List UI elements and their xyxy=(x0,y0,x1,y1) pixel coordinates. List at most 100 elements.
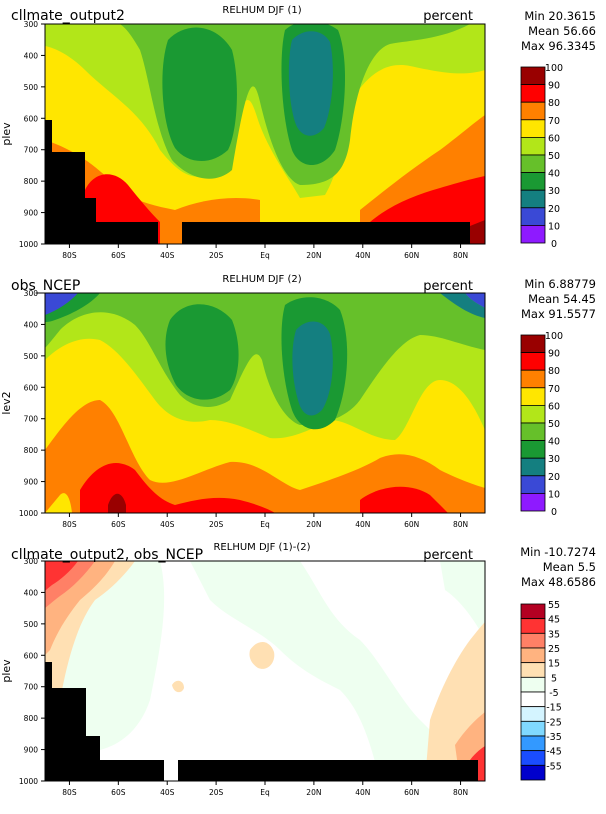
xtick-label: 80N xyxy=(453,251,468,260)
colorbar-label: 10 xyxy=(548,489,560,500)
xtick-label: 20S xyxy=(209,520,224,529)
ytick-label: 1000 xyxy=(19,240,38,249)
panel-2-ylabel: lev2 xyxy=(0,391,13,414)
ytick-label: 500 xyxy=(24,352,39,361)
colorbar-label: -45 xyxy=(546,747,562,758)
xtick-label: 20N xyxy=(306,788,321,797)
ytick-label: 700 xyxy=(24,415,39,424)
colorbar-swatch xyxy=(520,457,546,477)
ytick-label: 500 xyxy=(24,83,39,92)
xtick-label: 20N xyxy=(306,251,321,260)
xtick-label: 40S xyxy=(160,251,175,260)
ytick-label: 500 xyxy=(24,620,39,629)
panel-1-axes: 300 400 500 600 700 800 900 1000 80S 60S 40S 20S Eq 2… xyxy=(19,20,468,260)
colorbar-swatch xyxy=(520,720,546,737)
colorbar-label: -5 xyxy=(549,688,558,699)
xtick-label: Eq xyxy=(260,520,270,529)
panel-2-left-label: obs_NCEP xyxy=(11,278,80,294)
panel-3-contour-field xyxy=(45,561,485,781)
panel-2-stats: Min 6.88779 Mean 54.45 Max 91.5577 xyxy=(496,277,596,322)
panel-3: 300 400 500 600 700 800 900 1000 80S 60S 40S 20S Eq 2… xyxy=(0,542,562,797)
colorbar-label: 50 xyxy=(548,151,560,162)
colorbar-label: 70 xyxy=(548,116,560,127)
colorbar-swatch xyxy=(520,735,546,752)
ytick-label: 1000 xyxy=(19,777,38,786)
ytick-label: 400 xyxy=(24,320,39,329)
colorbar-label: -25 xyxy=(546,717,562,728)
colorbar-label: 10 xyxy=(548,221,560,232)
ytick-label: 900 xyxy=(24,209,39,218)
xtick-label: 80S xyxy=(62,251,77,260)
xtick-label: 40N xyxy=(355,251,370,260)
xtick-label: 40N xyxy=(355,520,370,529)
xtick-label: 80S xyxy=(62,520,77,529)
xtick-label: 20S xyxy=(209,788,224,797)
ytick-label: 800 xyxy=(24,714,39,723)
colorbar-swatch xyxy=(520,676,546,693)
panel-3-axes: 300 400 500 600 700 800 900 1000 80S 60S 40S 20S Eq 2… xyxy=(19,557,468,797)
colorbar-label: 40 xyxy=(548,169,560,180)
colorbar-swatch xyxy=(520,334,546,354)
panel-1-left-label: cllmate_output2 xyxy=(11,8,125,24)
panel-1-stats: Min 20.3615 Mean 56.66 Max 96.3345 xyxy=(496,9,596,54)
xtick-label: 40S xyxy=(160,788,175,797)
colorbar-label: 5 xyxy=(551,673,557,684)
colorbar-label: 100 xyxy=(545,331,563,342)
colorbar-swatch xyxy=(520,387,546,406)
xtick-label: Eq xyxy=(260,788,270,797)
xtick-label: 40N xyxy=(355,788,370,797)
ytick-label: 300 xyxy=(24,557,39,566)
ytick-label: 700 xyxy=(24,146,39,155)
xtick-label: 60N xyxy=(404,520,419,529)
colorbar-label: 30 xyxy=(548,186,560,197)
colorbar-label: 20 xyxy=(548,204,560,215)
xtick-label: 60N xyxy=(404,788,419,797)
colorbar-swatch xyxy=(520,66,546,86)
ytick-label: 300 xyxy=(24,289,39,298)
xtick-label: 20S xyxy=(209,251,224,260)
colorbar-label: 100 xyxy=(545,63,563,74)
panel-3-stats: Min -10.7274 Mean 5.5 Max 48.6586 xyxy=(496,545,596,590)
panel-1-max: Max 96.3345 xyxy=(521,39,596,53)
colorbar-label: 20 xyxy=(548,472,560,483)
colorbar-swatch xyxy=(520,618,546,634)
ytick-label: 800 xyxy=(24,177,39,186)
colorbar-swatch xyxy=(520,603,546,620)
colorbar-label: 0 xyxy=(551,507,557,518)
colorbar-label: 0 xyxy=(551,239,557,250)
colorbar-swatch xyxy=(520,404,546,424)
ytick-label: 1000 xyxy=(19,509,38,518)
colorbar-swatch xyxy=(520,101,546,121)
panel-1-contour-field xyxy=(45,24,485,244)
xtick-label: Eq xyxy=(260,251,270,260)
colorbar-swatch xyxy=(520,172,546,191)
colorbar-swatch xyxy=(520,352,546,371)
colorbar-swatch xyxy=(520,662,546,678)
panel-3-units: percent xyxy=(423,548,473,563)
colorbar-swatch xyxy=(520,189,546,209)
panel-2-min: Min 6.88779 xyxy=(524,277,596,291)
colorbar-label: 50 xyxy=(548,419,560,430)
colorbar-label: 30 xyxy=(548,454,560,465)
xtick-label: 80S xyxy=(62,788,77,797)
colorbar-label: 25 xyxy=(548,644,560,655)
colorbar-swatch xyxy=(520,764,546,781)
panel-3-ylabel: plev xyxy=(0,659,13,683)
panel-3-left-label: cllmate_output2, obs_NCEP xyxy=(11,547,203,563)
xtick-label: 60S xyxy=(111,520,126,529)
ytick-label: 900 xyxy=(24,478,39,487)
colorbar-swatch xyxy=(520,647,546,664)
ytick-label: 700 xyxy=(24,683,39,692)
colorbar-label: 90 xyxy=(548,81,560,92)
panel-3-min: Min -10.7274 xyxy=(520,545,596,559)
ytick-label: 600 xyxy=(24,114,39,123)
panel-1-units: percent xyxy=(423,9,473,24)
panel-2-axes: 300 400 500 600 700 800 900 1000 80S 60S 40S 20S Eq 2… xyxy=(19,289,468,529)
colorbar-label: 35 xyxy=(548,629,560,640)
ytick-label: 600 xyxy=(24,651,39,660)
xtick-label: 80N xyxy=(453,520,468,529)
